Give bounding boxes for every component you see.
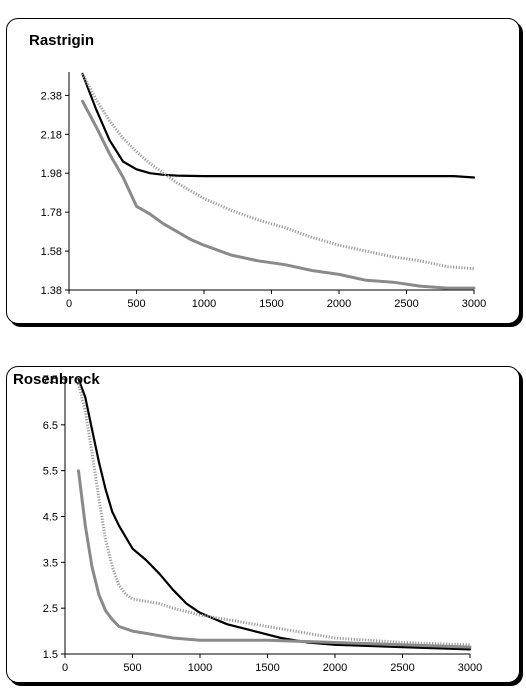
x-tick-label: 500 xyxy=(123,662,141,674)
x-tick-label: 1500 xyxy=(255,662,279,674)
x-tick-label: 1500 xyxy=(259,298,283,310)
series-line-2 xyxy=(77,383,471,647)
y-tick-label: 2.18 xyxy=(41,129,62,141)
chart-plot-rosenbrock: 1.5 2.5 3.5 4.5 5.5 6.5 7.5 0 500 1000 1500 2000 250… xyxy=(43,374,483,674)
y-tick-label: 1.78 xyxy=(41,207,62,219)
y-tick-label: 3.5 xyxy=(43,557,58,569)
x-tick-label: 2000 xyxy=(327,298,351,310)
x-tick-label: 2000 xyxy=(323,662,347,674)
series-line-3 xyxy=(81,99,476,290)
y-tick-label: 7.5 xyxy=(43,374,58,386)
y-tick-label: 2.38 xyxy=(41,90,62,102)
series-line-3 xyxy=(77,469,472,649)
series-line-1 xyxy=(81,72,476,179)
chart-plot-rastrigin: 1.38 1.58 1.78 1.98 2.18 2.38 0 500 1000 1500 2000… xyxy=(41,72,486,310)
x-tick-label: 500 xyxy=(127,298,145,310)
x-tick-label: 2500 xyxy=(390,662,414,674)
y-tick-label: 1.38 xyxy=(41,285,62,297)
y-tick-label: 6.5 xyxy=(43,420,58,432)
x-tick-label: 3000 xyxy=(458,662,482,674)
chart-panel-rosenbrock: Rosenbrock 1.5 2.5 3.5 4.5 5.5 6.5 7.5 0 500 1000… xyxy=(6,366,520,683)
x-tick-label: 0 xyxy=(62,662,68,674)
x-tick-label: 1000 xyxy=(192,298,216,310)
series-line-2 xyxy=(81,73,475,271)
y-tick-label: 4.5 xyxy=(43,512,58,524)
x-tick-label: 3000 xyxy=(462,298,486,310)
y-tick-label: 5.5 xyxy=(43,466,58,478)
y-tick-label: 1.5 xyxy=(43,649,58,661)
x-tick-label: 2500 xyxy=(394,298,418,310)
y-tick-label: 1.58 xyxy=(41,246,62,258)
x-tick-label: 0 xyxy=(66,298,72,310)
chart-panel-rastrigin: Rastrigin 1.38 1.58 1.78 1.98 2.18 2.38 0 500 10… xyxy=(6,18,520,324)
y-tick-label: 1.98 xyxy=(41,168,62,180)
chart-title: Rastrigin xyxy=(29,32,95,49)
series-line-1 xyxy=(77,377,472,651)
y-tick-label: 2.5 xyxy=(43,603,58,615)
x-tick-label: 1000 xyxy=(188,662,212,674)
